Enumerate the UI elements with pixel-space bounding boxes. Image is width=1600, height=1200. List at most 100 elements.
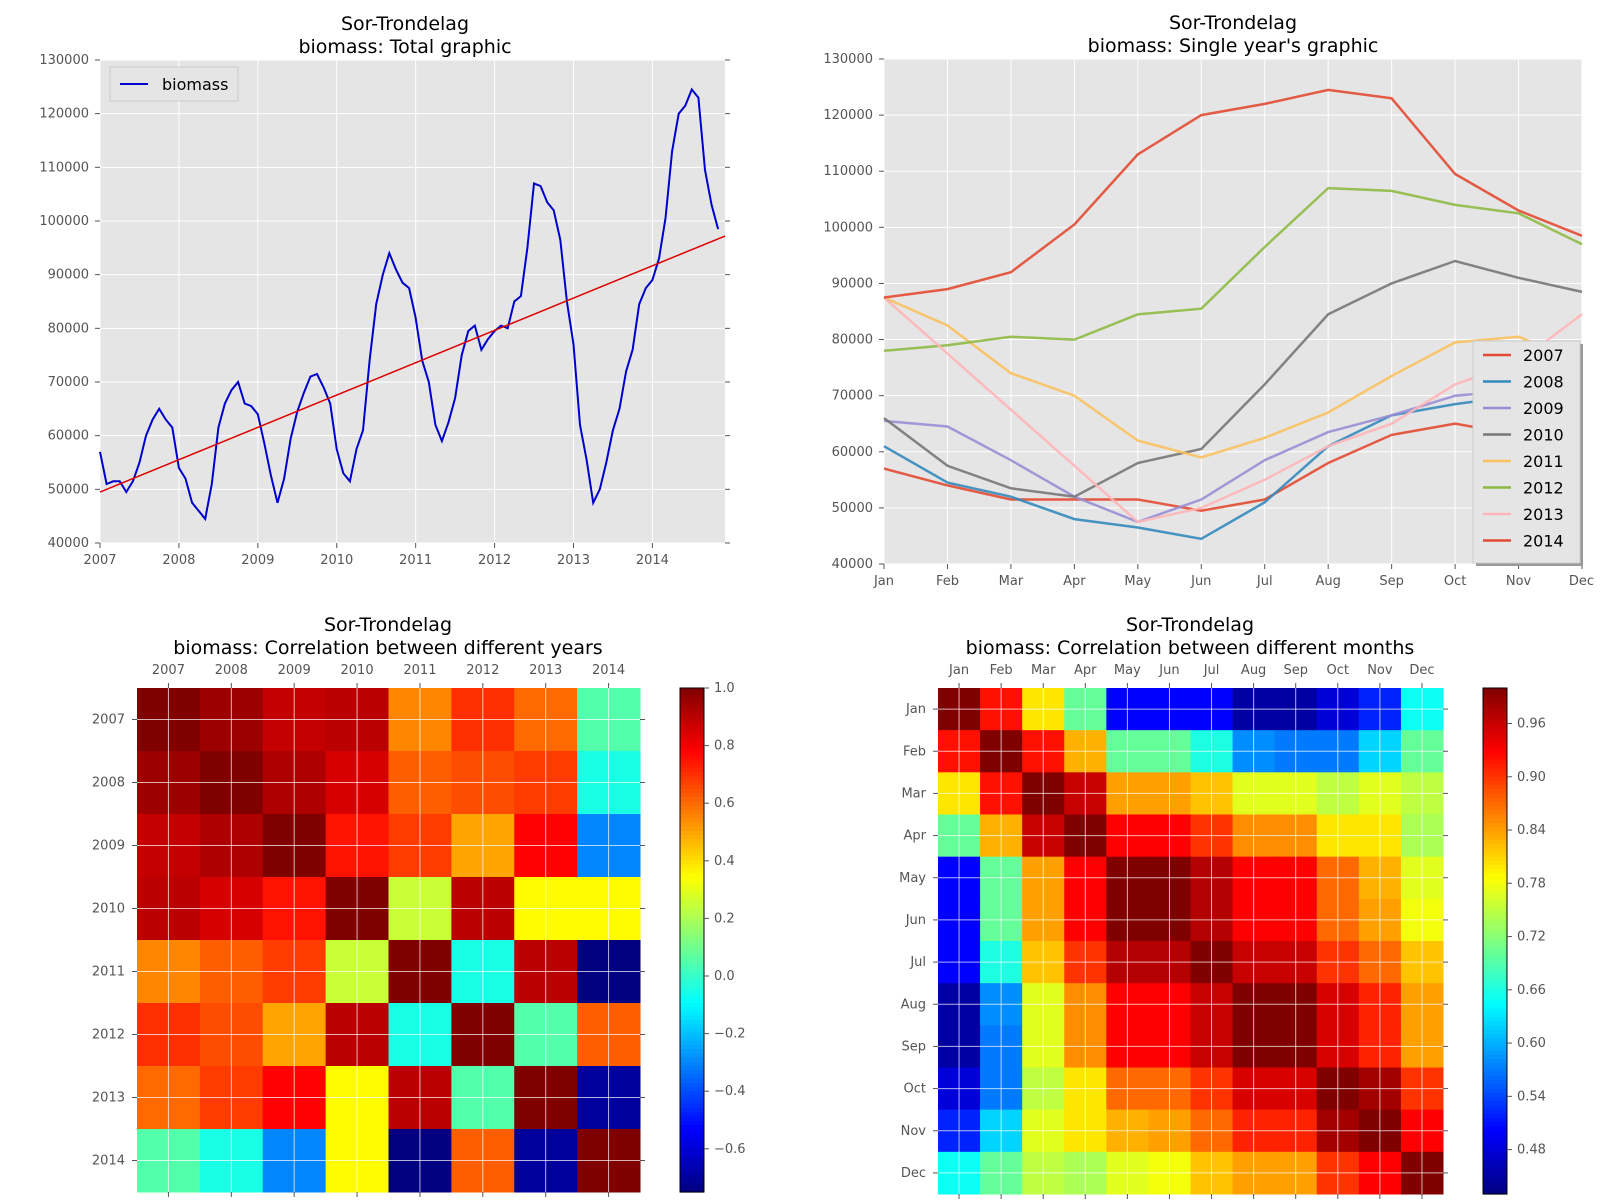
year-corr-colorbar-segment (680, 1070, 704, 1075)
total-ytick-label: 100000 (39, 214, 89, 229)
month-corr-colorbar-segment (1483, 772, 1507, 778)
year-corr-colorbar-segment (680, 780, 704, 786)
single-ytick-label: 40000 (832, 557, 873, 572)
series-2011-line (883, 296, 1583, 459)
year-corr-xtick-label: 2014 (592, 663, 625, 678)
single-ytick-label: 80000 (832, 333, 873, 348)
single-xtick-label: Feb (936, 574, 959, 589)
series-biomass-line (99, 87, 720, 522)
year-corr-colorbar-segment (680, 709, 704, 714)
month-corr-colorbar-segment (1483, 983, 1507, 988)
series-2014-line (883, 88, 1583, 299)
month-corr-colorbar-segment (1483, 852, 1507, 858)
month-corr-colorbar-segment (1483, 1008, 1507, 1014)
month-corr-colorbar-segment (1483, 1189, 1507, 1195)
month-corr-colorbar-segment (1483, 806, 1507, 811)
month-corr-colorbar-segment (1483, 966, 1507, 972)
year-corr-colorbar-segment (680, 1015, 704, 1021)
total-ytick-label: 130000 (39, 53, 89, 68)
single-xtick-label: Aug (1315, 574, 1340, 589)
total-ytick-label: 70000 (48, 375, 89, 390)
year-corr-colorbar-segment (680, 835, 704, 840)
month-corr-xtick-label: Feb (990, 663, 1013, 678)
year-corr-colorbar-segment (680, 1095, 704, 1101)
year-corr-colorbar-segment (680, 1154, 704, 1159)
month-corr-colorbar-segment (1483, 953, 1507, 959)
month-corr-ytick-label: Dec (901, 1166, 926, 1181)
year-corr-colorbar-segment (680, 751, 704, 756)
year-corr-colorbar-segment (680, 759, 704, 765)
year-corr-colorbar-segment (680, 956, 704, 962)
single-year-title: Sor-Trondelag (1169, 12, 1297, 34)
year-corr-colorbar-segment (680, 889, 704, 895)
year-corr-colorbar-segment (680, 881, 704, 886)
month-corr-colorbar-segment (1483, 873, 1507, 879)
month-corr-colorbar-segment (1483, 1160, 1507, 1166)
total-xtick-label: 2011 (399, 553, 432, 568)
month-corr-colorbar-label: 0.66 (1517, 983, 1546, 998)
year-corr-colorbar-segment (680, 1007, 704, 1012)
year-corr-subtitle: biomass: Correlation between different y… (173, 637, 602, 659)
series-2010-line (883, 259, 1583, 498)
year-corr-xtick-label: 2010 (341, 663, 374, 678)
month-corr-colorbar-segment (1483, 881, 1507, 887)
total-chart-axes: 40000 50000 60000 70000 80000 90000 100000 1100… (39, 53, 730, 568)
total-chart-legend-box (109, 66, 239, 102)
month-corr-colorbar-segment (1483, 730, 1507, 735)
month-corr-colorbar-segment (1483, 1084, 1507, 1090)
year-corr-colorbar-segment (680, 868, 704, 874)
month-corr-colorbar-segment (1483, 827, 1507, 832)
year-corr-colorbar-segment (680, 872, 704, 878)
year-corr-colorbar-segment (680, 923, 704, 928)
year-corr-colorbar-label: 1.0 (714, 681, 735, 696)
year-corr-colorbar-segment (680, 805, 704, 811)
month-corr-colorbar-segment (1483, 974, 1507, 980)
year-corr-colorbar: 1.0 0.8 0.6 0.4 0.2 0.0 −0.2 −0.4 −0.6 (679, 681, 746, 1193)
month-corr-colorbar-segment (1483, 1075, 1507, 1081)
year-corr-colorbar-segment (680, 1133, 704, 1138)
month-corr-colorbar-segment (1483, 797, 1507, 803)
total-ytick-label: 80000 (48, 321, 89, 336)
year-correlation-heatmap: Sor-Trondelag biomass: Correlation betwe… (92, 614, 746, 1197)
single-year-subtitle: biomass: Single year's graphic (1088, 35, 1379, 57)
trend-line (99, 235, 726, 493)
year-corr-colorbar-segment (680, 692, 704, 697)
month-corr-colorbar-segment (1483, 763, 1507, 769)
single-ytick-label: 130000 (823, 52, 873, 67)
total-chart-series (99, 87, 726, 522)
year-corr-colorbar-segment (680, 843, 704, 849)
month-corr-colorbar-segment (1483, 1067, 1507, 1073)
month-corr-colorbar-segment (1483, 1122, 1507, 1128)
month-corr-colorbar-segment (1483, 877, 1507, 883)
month-corr-colorbar-segment (1483, 978, 1507, 984)
month-corr-colorbar-segment (1483, 759, 1507, 765)
year-corr-colorbar-segment (680, 910, 704, 916)
month-corr-colorbar-segment (1483, 1092, 1507, 1098)
month-corr-colorbar-label: 0.54 (1517, 1089, 1546, 1104)
month-corr-xtick-label: Sep (1283, 663, 1308, 678)
year-corr-colorbar-segment (680, 721, 704, 727)
month-corr-colorbar-segment (1483, 818, 1507, 824)
year-corr-colorbar-segment (680, 851, 704, 857)
month-corr-colorbar-label: 0.84 (1517, 823, 1546, 838)
month-corr-colorbar-segment (1483, 1050, 1507, 1056)
month-corr-colorbar-segment (1483, 1113, 1507, 1119)
month-corr-colorbar-segment (1483, 1105, 1507, 1111)
year-corr-colorbar-segment (680, 940, 704, 945)
month-corr-colorbar-segment (1483, 768, 1507, 773)
year-corr-colorbar-segment (680, 898, 704, 903)
month-corr-colorbar-segment (1483, 1004, 1507, 1010)
month-corr-colorbar-label: 0.72 (1517, 930, 1546, 945)
year-corr-colorbar-segment (680, 965, 704, 970)
month-corr-colorbar-segment (1483, 924, 1507, 929)
month-corr-colorbar-segment (1483, 1151, 1507, 1157)
year-corr-colorbar-segment (680, 839, 704, 844)
month-corr-colorbar-segment (1483, 1021, 1507, 1026)
month-corr-colorbar-label: 0.90 (1517, 770, 1546, 785)
month-corr-colorbar-segment (1483, 1071, 1507, 1077)
single-xtick-label: Nov (1506, 574, 1532, 589)
year-corr-colorbar-segment (680, 1040, 704, 1046)
month-corr-colorbar-segment (1483, 692, 1507, 698)
total-ytick-label: 50000 (48, 482, 89, 497)
year-corr-xtick-label: 2009 (278, 663, 311, 678)
